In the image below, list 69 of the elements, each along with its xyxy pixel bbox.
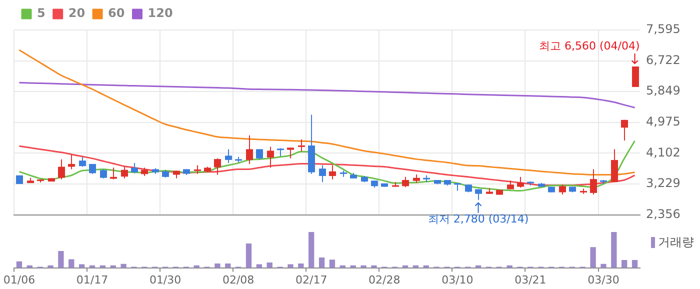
line-series — [18, 82, 636, 108]
candlestick — [79, 156, 86, 168]
x-tick-label: 03/30 — [588, 273, 620, 286]
legend-label: 5 — [37, 6, 46, 20]
candlestick — [402, 176, 409, 188]
legend-label: 거래량 — [658, 234, 694, 251]
line-series — [18, 140, 636, 192]
candlestick — [214, 158, 221, 176]
y-tick-label: 5,849 — [646, 84, 680, 98]
candlestick — [110, 167, 117, 180]
bar — [78, 264, 85, 268]
bar — [318, 257, 325, 268]
y-tick-label: 3,229 — [646, 176, 680, 190]
bar — [266, 262, 272, 268]
candlestick — [517, 176, 524, 188]
candlestick — [590, 168, 597, 195]
candlestick — [100, 168, 107, 179]
x-tick-label: 03/10 — [442, 273, 474, 286]
bar — [68, 259, 74, 268]
bar — [298, 264, 304, 268]
candlestick — [298, 138, 305, 152]
bar — [16, 261, 22, 268]
candlestick — [68, 154, 75, 170]
legend-label: 20 — [68, 6, 86, 20]
bar — [256, 264, 262, 268]
x-tick-label: 02/08 — [222, 273, 254, 286]
annotation: 최저 2,780 (03/14) — [428, 212, 529, 226]
bar — [600, 264, 606, 268]
candlestick — [475, 188, 482, 200]
bar — [590, 247, 596, 268]
bar — [611, 232, 617, 268]
candlestick — [319, 164, 326, 183]
bar — [246, 243, 252, 268]
candlestick — [121, 166, 128, 179]
x-tick-label: 01/06 — [3, 273, 36, 286]
candlestick — [632, 66, 639, 88]
candlestick — [131, 162, 138, 174]
bar — [308, 232, 314, 268]
x-tick-label: 03/21 — [514, 273, 546, 286]
y-tick-label: 4,102 — [646, 145, 680, 160]
x-tick-label: 02/28 — [368, 273, 400, 286]
candlestick — [58, 158, 65, 180]
candlestick — [611, 148, 618, 183]
bar — [632, 260, 638, 268]
x-tick-label: 02/17 — [296, 273, 328, 286]
bar — [58, 251, 64, 268]
x-tick-label: 01/30 — [149, 273, 182, 286]
y-tick-label: 7,595 — [646, 22, 680, 36]
y-tick-label: 2,356 — [646, 206, 680, 221]
legend-label: 120 — [148, 6, 173, 20]
bar — [225, 264, 231, 268]
candlestick — [621, 119, 628, 142]
bar — [288, 264, 294, 268]
candlestick — [287, 147, 294, 159]
y-tick-label: 6,722 — [646, 52, 680, 67]
bar — [214, 264, 220, 268]
x-tick-label: 01/17 — [76, 273, 108, 286]
y-tick-label: 4,975 — [646, 114, 680, 129]
candlestick — [559, 184, 566, 195]
bar — [329, 260, 336, 268]
bar — [120, 264, 126, 268]
candlestick — [246, 134, 253, 164]
candlestick — [329, 164, 336, 180]
candlestick — [225, 148, 232, 164]
candlestick — [256, 148, 263, 160]
bar — [622, 260, 628, 268]
legend-label: 60 — [108, 6, 125, 20]
annotation: 최고 6,560 (04/04) — [539, 39, 640, 52]
candlestick — [267, 146, 274, 168]
